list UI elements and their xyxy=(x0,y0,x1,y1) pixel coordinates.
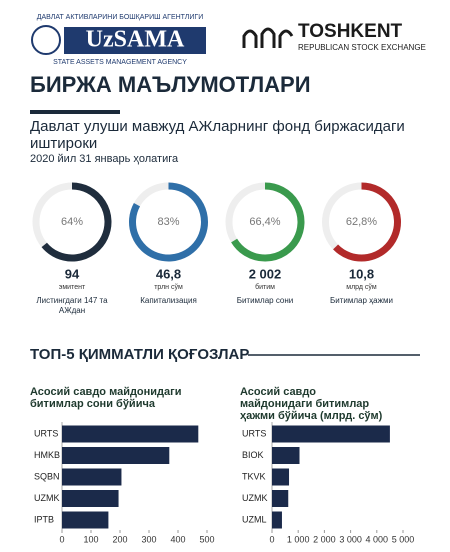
y-tick-label: TKVK xyxy=(242,471,266,481)
title: БИРЖА МАЪЛУМОТЛАРИ xyxy=(30,72,311,97)
bar xyxy=(62,425,199,443)
x-tick-label: 5 000 xyxy=(392,534,415,544)
bar xyxy=(62,447,170,464)
y-tick-label: HMKB xyxy=(34,450,60,460)
y-tick-label: UZMK xyxy=(242,493,268,503)
subtitle: Давлат улуши мавжуд АЖларнинг фонд биржа… xyxy=(30,118,405,152)
y-tick-label: URTS xyxy=(242,428,266,438)
bar xyxy=(272,511,282,529)
agency-name: UzSAMA xyxy=(86,27,185,53)
x-tick-label: 300 xyxy=(141,534,156,544)
y-tick-label: IPTB xyxy=(34,514,54,524)
bar xyxy=(62,490,119,507)
x-tick-label: 100 xyxy=(83,534,98,544)
figure: 46,8 xyxy=(156,266,181,281)
exchange-sub: REPUBLICAN STOCK EXCHANGE xyxy=(298,43,426,52)
unit: эмитент xyxy=(59,284,86,291)
chart-title: Асосий савдо майдонидаги битимлар сони б… xyxy=(30,386,182,410)
bar xyxy=(272,490,289,507)
x-tick-label: 2 000 xyxy=(313,534,336,544)
y-tick-label: UZML xyxy=(242,514,267,524)
bar xyxy=(62,468,122,486)
donut-label: 66,4% xyxy=(249,216,280,228)
donut-label: 83% xyxy=(157,216,179,228)
bar xyxy=(62,511,109,529)
figure: 94 xyxy=(65,266,80,281)
x-tick-label: 400 xyxy=(170,534,185,544)
y-tick-label: BIOK xyxy=(242,450,264,460)
chart-title: Асосий савдо майдонидаги битимлар ҳажми … xyxy=(240,386,383,422)
figure: 2 002 xyxy=(249,266,282,281)
unit: трлн сўм xyxy=(154,283,183,291)
section-title: ТОП-5 ҚИММАТЛИ ҚОҒОЗЛАР xyxy=(30,346,249,363)
agency-bottom: STATE ASSETS MANAGEMENT AGENCY xyxy=(53,59,187,66)
bar xyxy=(272,425,390,443)
x-tick-label: 4 000 xyxy=(366,534,389,544)
exchange-name: TOSHKENT xyxy=(298,21,403,42)
caption: Битимлар сони xyxy=(236,296,294,305)
donut-arc xyxy=(41,182,112,262)
x-tick-label: 0 xyxy=(269,534,274,544)
bar xyxy=(272,468,290,486)
donut-arc xyxy=(333,182,401,262)
caption: Капитализация xyxy=(140,296,197,305)
unit: битим xyxy=(255,283,275,291)
caption: Битимлар ҳажми xyxy=(330,296,393,305)
donut-label: 62,8% xyxy=(346,216,377,228)
figure: 10,8 xyxy=(349,266,374,281)
caption: Листингдаги 147 та АЖдан xyxy=(36,296,108,315)
x-tick-label: 200 xyxy=(112,534,127,544)
date: 2020 йил 31 январь ҳолатига xyxy=(30,153,179,165)
donut-label: 64% xyxy=(61,216,83,228)
y-tick-label: SQBN xyxy=(34,471,60,481)
x-tick-label: 0 xyxy=(59,534,64,544)
agency-top: ДАВЛАТ АКТИВЛАРИНИ БОШҚАРИШ АГЕНТЛИГИ xyxy=(37,14,204,21)
donut-arc xyxy=(129,182,208,262)
bar xyxy=(272,447,300,464)
x-tick-label: 500 xyxy=(199,534,214,544)
emblem xyxy=(31,25,61,55)
donut-arc xyxy=(231,182,305,262)
x-tick-label: 1 000 xyxy=(287,534,310,544)
agency-box xyxy=(64,27,206,54)
x-tick-label: 3 000 xyxy=(339,534,362,544)
y-tick-label: URTS xyxy=(34,428,58,438)
title-rule xyxy=(30,110,120,114)
exchange-logo xyxy=(242,27,294,48)
unit: млрд сўм xyxy=(346,283,377,291)
y-tick-label: UZMK xyxy=(34,493,60,503)
